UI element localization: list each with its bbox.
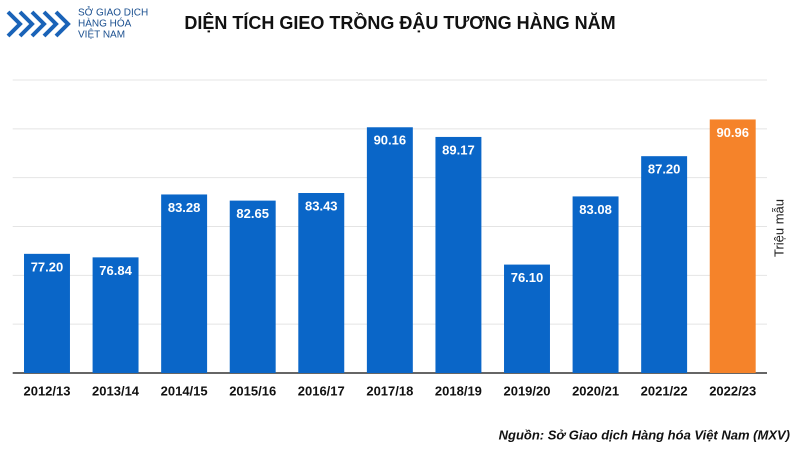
value-label: 76.84 — [99, 263, 132, 278]
bar — [504, 264, 550, 373]
x-tick-label: 2013/14 — [92, 383, 140, 398]
x-tick-label: 2016/17 — [298, 383, 345, 398]
source: Nguồn: Sở Giao dịch Hàng hóa Việt Nam (M… — [499, 427, 790, 442]
bar — [435, 136, 482, 373]
logo-text: SỞ GIAO DỊCH — [78, 6, 148, 19]
x-tick-label: 2018/19 — [435, 383, 482, 398]
x-tick-label: 2017/18 — [366, 383, 413, 398]
logo-text: VIỆT NAM — [78, 28, 125, 41]
value-label: 82.65 — [236, 206, 269, 221]
value-label: 76.10 — [511, 270, 544, 285]
x-tick-label: 2015/16 — [229, 383, 276, 398]
value-label: 83.08 — [579, 202, 612, 217]
x-tick-label: 2020/21 — [572, 383, 619, 398]
bar — [229, 200, 276, 373]
bar — [709, 119, 756, 373]
x-tick-label: 2012/13 — [23, 383, 70, 398]
chart-title: DIỆN TÍCH GIEO TRỒNG ĐẬU TƯƠNG HÀNG NĂM — [184, 12, 615, 33]
value-label: 90.16 — [374, 133, 407, 148]
bar — [161, 194, 208, 373]
logo — [6, 10, 71, 38]
x-tick-label: 2019/20 — [503, 383, 550, 398]
logo-mark — [6, 10, 71, 38]
value-label: 83.28 — [168, 200, 201, 215]
bar — [24, 253, 70, 373]
bar — [366, 127, 413, 374]
y-axis-label: Triệu mẫu — [771, 199, 786, 257]
value-label: 90.96 — [716, 125, 749, 140]
value-label: 87.20 — [648, 162, 681, 177]
x-tick-label: 2021/22 — [641, 383, 688, 398]
bar — [572, 196, 619, 373]
value-label: 89.17 — [442, 142, 475, 157]
bar — [298, 193, 345, 373]
bar — [92, 257, 139, 373]
x-tick-label: 2022/23 — [709, 383, 756, 398]
value-label: 83.43 — [305, 198, 338, 213]
bar — [641, 156, 688, 373]
x-tick-label: 2014/15 — [161, 383, 208, 398]
logo-text: HÀNG HÓA — [78, 17, 132, 30]
value-label: 77.20 — [31, 259, 64, 274]
